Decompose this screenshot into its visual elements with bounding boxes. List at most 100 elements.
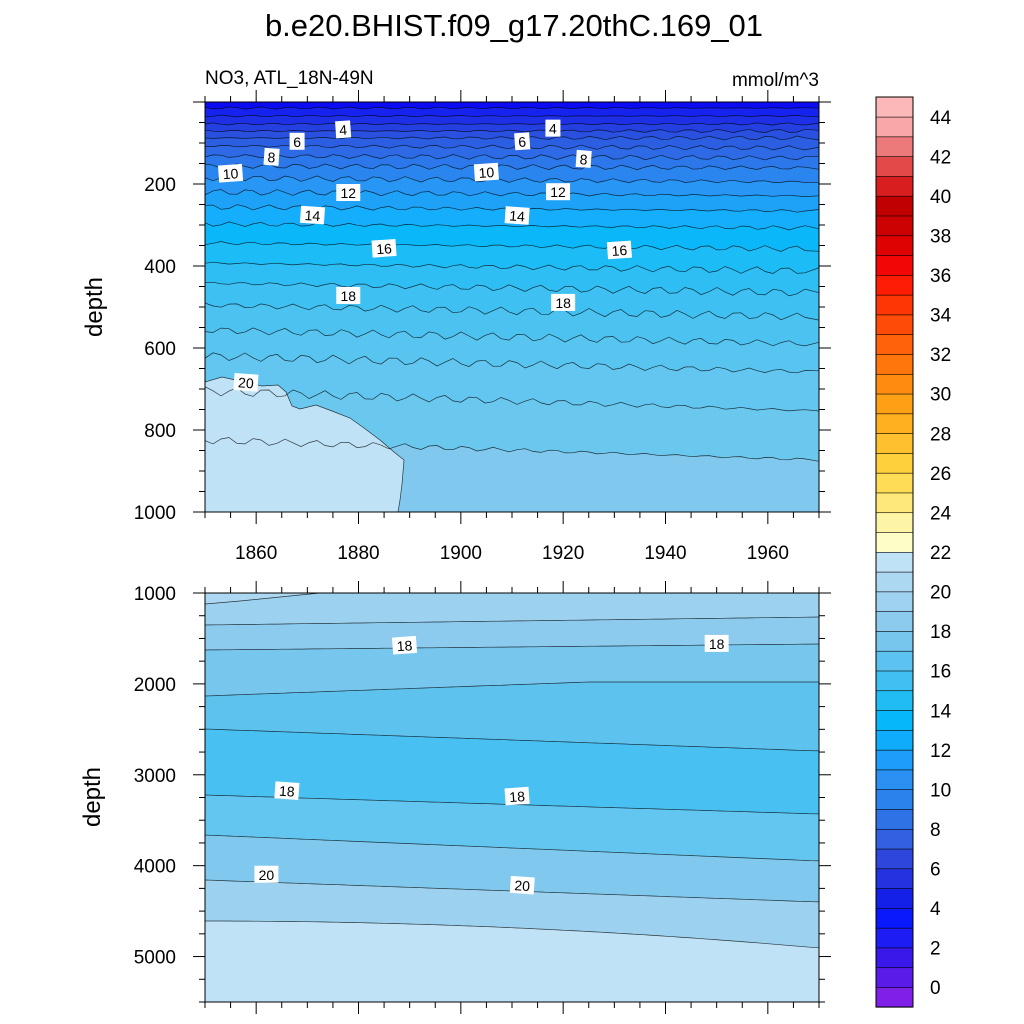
contour-label: 12 (336, 184, 361, 202)
colorbar-swatch (875, 571, 914, 593)
colorbar-swatch (875, 274, 914, 296)
colorbar-swatch (875, 373, 914, 395)
svg-text:10: 10 (222, 165, 239, 182)
x-tick-label: 1920 (542, 543, 584, 564)
svg-text:20: 20 (514, 877, 531, 894)
lower-contour-2 (205, 681, 819, 697)
upper-contour-5 (205, 144, 819, 151)
colorbar-swatch (875, 868, 914, 889)
upper-contour-1 (205, 114, 819, 118)
contour-label: 18 (704, 634, 729, 652)
contour-label: 20 (254, 865, 279, 883)
y-tick-label: 400 (144, 257, 176, 278)
upper-band-20 (205, 512, 819, 566)
colorbar-swatch (875, 749, 914, 771)
svg-text:12: 12 (550, 184, 566, 200)
upper-contour-fills (205, 102, 819, 566)
colorbar-tick-label: 30 (930, 385, 951, 406)
svg-text:18: 18 (396, 637, 413, 654)
colorbar-tick-label: 20 (930, 583, 951, 604)
colorbar-swatch (875, 828, 914, 850)
colorbar-swatch (875, 512, 914, 533)
upper-contour-19 (205, 437, 819, 462)
colorbar-tick-label: 44 (930, 108, 952, 129)
svg-text:20: 20 (259, 867, 275, 883)
contour-label: 14 (299, 205, 326, 225)
lower-contour-3 (205, 728, 819, 752)
x-tick-label: 1860 (235, 543, 277, 564)
colorbar-swatch (875, 551, 914, 573)
svg-text:12: 12 (340, 185, 356, 201)
contour-label: 6 (289, 132, 305, 150)
colorbar-swatch (875, 591, 914, 612)
colorbar-tick-label: 34 (930, 306, 952, 327)
colorbar-swatch (875, 967, 914, 988)
svg-text:4: 4 (339, 122, 348, 139)
upper-contour-8 (205, 175, 819, 184)
svg-text:14: 14 (304, 207, 321, 224)
contour-label: 20 (233, 373, 259, 392)
colorbar-swatch (875, 215, 914, 237)
colorbar-swatch (875, 709, 914, 731)
svg-text:8: 8 (267, 149, 276, 166)
colorbar-tick-label: 10 (930, 780, 951, 801)
lower-y-tick-labels: 1000 2000 3000 4000 5000 (134, 584, 176, 969)
colorbar-swatch (875, 888, 914, 909)
colorbar-swatch (875, 195, 914, 217)
y-tick-label: 2000 (134, 675, 176, 696)
contour-label: 16 (606, 240, 632, 260)
lower-axis-ticks (193, 581, 831, 1014)
subtitle-variable: NO3, ATL_18N-49N (205, 68, 374, 89)
svg-text:18: 18 (509, 788, 526, 805)
colorbar-swatch (875, 650, 914, 672)
lower-panel: 18 18 18 18 20 20 1000 2000 3000 4000 5000 depth (79, 581, 831, 1014)
contour-label: 6 (514, 132, 531, 151)
colorbar-swatch (875, 96, 914, 118)
colorbar-swatch (875, 334, 914, 355)
colorbar-swatch (875, 235, 914, 256)
y-tick-label: 600 (144, 339, 176, 360)
contour-label: 18 (504, 786, 530, 806)
svg-text:18: 18 (555, 295, 571, 311)
colorbar-tick-label: 4 (930, 899, 941, 920)
y-tick-label: 200 (144, 175, 176, 196)
contour-label: 20 (509, 875, 535, 895)
lower-contour-7 (205, 920, 819, 949)
upper-contour-13 (205, 261, 819, 274)
x-tick-label: 1960 (747, 543, 789, 564)
colorbar-swatch (875, 175, 914, 197)
upper-contour-11 (205, 221, 819, 231)
upper-contour-6 (205, 154, 819, 161)
svg-text:6: 6 (518, 134, 527, 151)
colorbar-swatch (875, 729, 914, 751)
contour-label: 10 (217, 163, 244, 183)
contour-label: 14 (504, 206, 530, 225)
colorbar-tick-label: 0 (930, 978, 941, 999)
colorbar (875, 96, 914, 1008)
y-tick-label: 3000 (134, 766, 176, 787)
upper-contour-0 (205, 106, 819, 110)
colorbar-frame (875, 96, 914, 1008)
colorbar-tick-label: 14 (930, 701, 952, 722)
svg-text:14: 14 (509, 207, 526, 224)
upper-y-axis-label: depth (81, 277, 108, 337)
y-tick-label: 800 (144, 421, 176, 442)
colorbar-swatch (875, 156, 914, 177)
subtitle-units: mmol/m^3 (732, 70, 819, 91)
colorbar-tick-label: 24 (930, 503, 952, 524)
chart-title: b.e20.BHIST.f09_g17.20thC.169_01 (265, 8, 763, 43)
colorbar-tick-label: 6 (930, 860, 941, 881)
colorbar-swatch (875, 789, 914, 810)
svg-text:6: 6 (293, 134, 301, 150)
lower-contour-top (205, 593, 321, 605)
colorbar-tick-label: 12 (930, 741, 951, 762)
colorbar-tick-label: 18 (930, 622, 951, 643)
upper-contour-2 (205, 122, 819, 126)
colorbar-tick-label: 2 (930, 939, 941, 960)
y-tick-label: 5000 (134, 948, 176, 969)
contour-label: 18 (551, 293, 576, 311)
colorbar-swatch (875, 670, 914, 692)
x-tick-labels: 1860 1880 1900 1920 1940 1960 (235, 543, 789, 564)
y-tick-label: 1000 (134, 503, 176, 524)
